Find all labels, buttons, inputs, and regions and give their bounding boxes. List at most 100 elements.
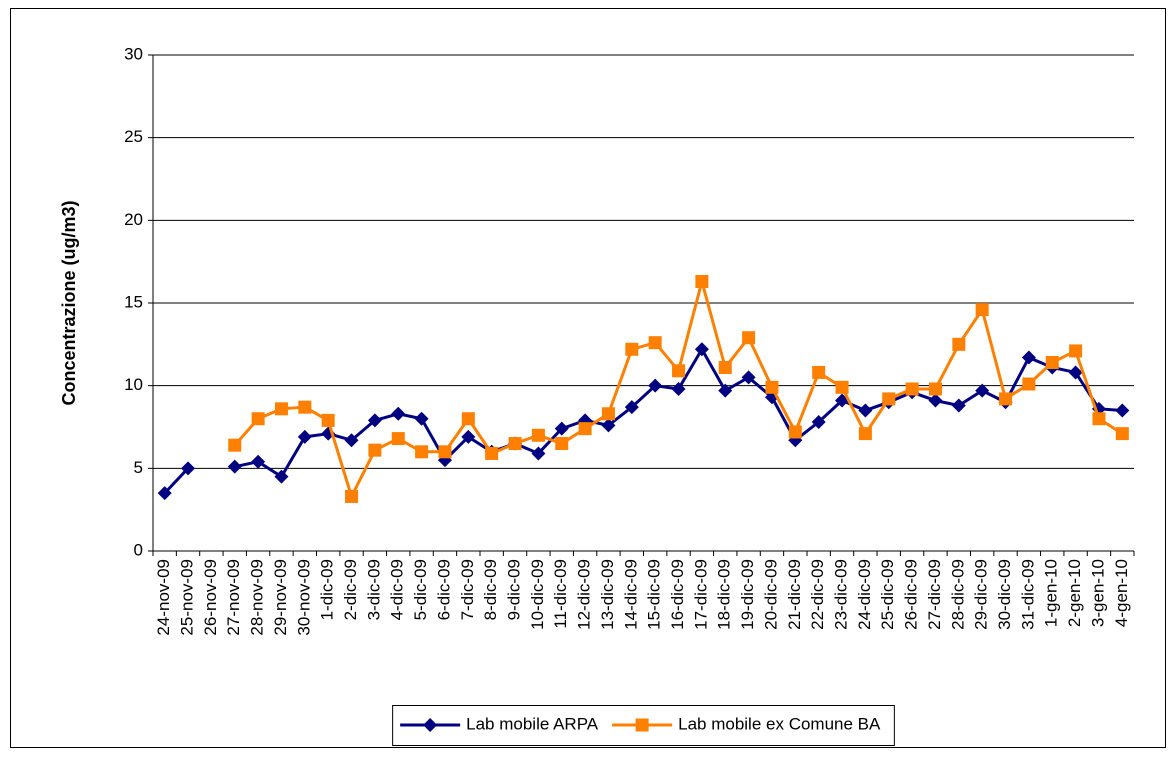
- x-tick-label: 25-nov-09: [178, 559, 197, 636]
- point: [321, 413, 335, 427]
- x-tick-label: 7-dic-09: [458, 559, 477, 620]
- point: [718, 360, 732, 374]
- point: [181, 461, 196, 476]
- y-tick-label: 20: [124, 210, 143, 229]
- point: [928, 393, 943, 408]
- point: [274, 469, 289, 484]
- point: [812, 365, 826, 379]
- x-tick-label: 11-dic-09: [551, 559, 570, 629]
- point: [345, 489, 359, 503]
- point: [975, 303, 989, 317]
- point: [718, 383, 733, 398]
- point: [601, 407, 615, 421]
- point: [368, 443, 382, 457]
- y-tick-label: 30: [124, 44, 143, 63]
- point: [858, 403, 873, 418]
- point: [578, 422, 592, 436]
- x-tick-label: 21-dic-09: [785, 559, 804, 630]
- x-tick-label: 3-dic-09: [364, 559, 383, 620]
- point: [648, 336, 662, 350]
- point: [882, 392, 896, 406]
- x-tick-label: 26-nov-09: [201, 559, 220, 636]
- x-tick-label: 2-gen-10: [1065, 559, 1084, 627]
- x-tick-label: 13-dic-09: [598, 559, 617, 630]
- series: [228, 275, 1129, 503]
- point: [695, 275, 709, 289]
- x-tick-label: 27-dic-09: [925, 559, 944, 630]
- point: [461, 412, 475, 426]
- point: [1045, 356, 1059, 370]
- point: [858, 427, 872, 441]
- point: [1115, 403, 1130, 418]
- x-tick-label: 27-nov-09: [224, 559, 243, 636]
- x-tick-label: 25-dic-09: [878, 559, 897, 630]
- point: [624, 400, 639, 415]
- legend: Lab mobile ARPA Lab mobile ex Comune BA: [392, 705, 895, 746]
- point: [601, 418, 616, 433]
- point: [391, 406, 406, 421]
- x-tick-label: 9-dic-09: [505, 559, 524, 620]
- point: [765, 380, 779, 394]
- point: [1115, 427, 1129, 441]
- x-tick-label: 29-nov-09: [271, 559, 290, 636]
- x-tick-label: 15-dic-09: [645, 559, 664, 630]
- point: [811, 415, 826, 430]
- point: [344, 433, 359, 448]
- point: [671, 381, 686, 396]
- point: [461, 429, 476, 444]
- point: [1069, 344, 1083, 358]
- point: [694, 342, 709, 357]
- x-tick-label: 19-dic-09: [738, 559, 757, 630]
- y-tick-label: 5: [134, 458, 143, 477]
- x-tick-label: 14-dic-09: [621, 559, 640, 630]
- point: [928, 382, 942, 396]
- point: [835, 380, 849, 394]
- point: [414, 411, 429, 426]
- x-tick-label: 22-dic-09: [808, 559, 827, 630]
- x-tick-label: 1-gen-10: [1042, 559, 1061, 627]
- y-tick-label: 25: [124, 127, 143, 146]
- x-tick-label: 28-dic-09: [948, 559, 967, 630]
- x-tick-label: 29-dic-09: [972, 559, 991, 630]
- point: [905, 382, 919, 396]
- x-tick-label: 8-dic-09: [481, 559, 500, 620]
- point: [648, 378, 663, 393]
- legend-marker: [423, 718, 438, 732]
- point: [741, 370, 756, 385]
- legend-label: Lab mobile ex Comune BA: [678, 714, 881, 733]
- point: [742, 331, 756, 345]
- legend-label: Lab mobile ARPA: [466, 714, 599, 733]
- point: [297, 429, 312, 444]
- x-tick-label: 20-dic-09: [761, 559, 780, 630]
- point: [952, 337, 966, 351]
- x-tick-label: 1-dic-09: [318, 559, 337, 620]
- point: [228, 438, 242, 452]
- point: [485, 446, 499, 460]
- point: [415, 445, 429, 459]
- x-tick-label: 24-dic-09: [855, 559, 874, 630]
- point: [531, 428, 545, 442]
- point: [274, 402, 288, 416]
- y-tick-label: 15: [124, 292, 143, 311]
- point: [157, 486, 172, 501]
- point: [625, 342, 639, 356]
- point: [531, 446, 546, 461]
- x-tick-label: 17-dic-09: [691, 559, 710, 630]
- point: [367, 413, 382, 428]
- point: [508, 437, 522, 451]
- point: [951, 398, 966, 413]
- point: [227, 459, 242, 474]
- x-tick-label: 23-dic-09: [832, 559, 851, 630]
- chart-frame: [10, 8, 1166, 748]
- x-tick-label: 6-dic-09: [434, 559, 453, 620]
- y-tick-label: 0: [134, 540, 143, 559]
- y-tick-label: 10: [124, 375, 143, 394]
- x-tick-label: 30-nov-09: [294, 559, 313, 636]
- x-tick-label: 28-nov-09: [248, 559, 267, 636]
- point: [1068, 365, 1083, 380]
- x-tick-label: 4-gen-10: [1112, 559, 1131, 627]
- point: [554, 421, 569, 436]
- x-tick-label: 5-dic-09: [411, 559, 430, 620]
- x-tick-label: 26-dic-09: [902, 559, 921, 630]
